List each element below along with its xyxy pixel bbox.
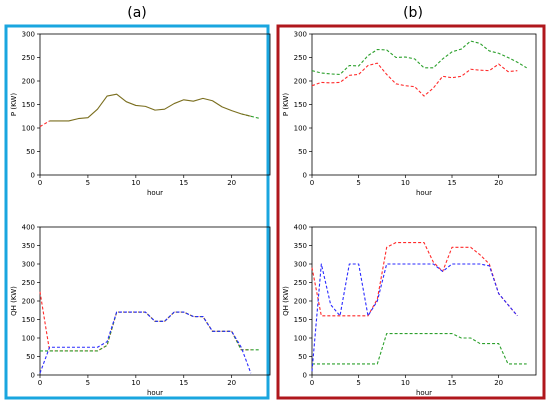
series-line-red [311, 241, 518, 317]
x-tick-label: 20 [227, 179, 236, 187]
y-axis-label: P (KW) [10, 93, 18, 116]
x-tick-label: 20 [494, 379, 503, 387]
series-line-blue [311, 263, 518, 372]
y-tick-label: 100 [294, 335, 307, 343]
panel-label-a: (a) [127, 5, 147, 21]
y-tick-label: 100 [294, 125, 307, 133]
y-tick-label: 100 [22, 335, 35, 343]
y-tick-label: 200 [294, 298, 307, 306]
x-tick-label: 15 [448, 379, 457, 387]
x-tick-label: 15 [179, 379, 188, 387]
x-tick-label: 10 [401, 379, 410, 387]
y-tick-label: 0 [31, 172, 35, 180]
x-tick-label: 5 [86, 379, 90, 387]
plot-area [39, 226, 271, 376]
x-axis-label: hour [147, 389, 163, 397]
x-tick-label: 0 [310, 179, 314, 187]
x-tick-label: 0 [38, 179, 42, 187]
x-axis-label: hour [416, 189, 432, 197]
y-tick-label: 50 [26, 148, 35, 156]
y-tick-label: 50 [298, 353, 307, 361]
y-tick-label: 250 [22, 54, 35, 62]
panel-label-b: (b) [403, 5, 423, 21]
y-axis-label: QH (KW) [10, 286, 18, 316]
y-tick-label: 50 [26, 353, 35, 361]
y-tick-label: 400 [22, 224, 35, 232]
series-line-green [311, 40, 527, 75]
x-tick-label: 5 [356, 179, 360, 187]
y-tick-label: 300 [22, 261, 35, 269]
series-line-red [39, 120, 50, 128]
x-tick-label: 20 [227, 379, 236, 387]
y-axis-label: QH (KW) [282, 286, 290, 316]
x-tick-label: 20 [494, 179, 503, 187]
y-tick-label: 150 [22, 316, 35, 324]
x-tick-label: 15 [179, 179, 188, 187]
x-tick-label: 0 [310, 379, 314, 387]
x-axis-label: hour [147, 189, 163, 197]
y-tick-label: 200 [22, 298, 35, 306]
y-tick-label: 250 [294, 54, 307, 62]
series-line-blue [39, 311, 252, 374]
y-axis-label: P (KW) [282, 93, 290, 116]
series-line-green [312, 333, 527, 365]
x-tick-label: 10 [401, 179, 410, 187]
y-tick-label: 300 [22, 31, 35, 39]
x-tick-label: 0 [38, 379, 42, 387]
y-tick-label: 50 [298, 148, 307, 156]
y-tick-label: 150 [294, 101, 307, 109]
y-tick-label: 0 [303, 372, 307, 380]
series-line-green [40, 311, 261, 352]
x-tick-label: 15 [448, 179, 457, 187]
y-tick-label: 250 [294, 279, 307, 287]
y-tick-label: 0 [303, 172, 307, 180]
y-tick-label: 0 [31, 372, 35, 380]
x-tick-label: 5 [356, 379, 360, 387]
x-tick-label: 10 [131, 379, 140, 387]
y-tick-label: 200 [294, 78, 307, 86]
y-tick-label: 400 [294, 224, 307, 232]
y-tick-label: 200 [22, 78, 35, 86]
y-tick-label: 150 [294, 316, 307, 324]
series-line-green [241, 113, 261, 120]
series-line-olive [49, 93, 251, 122]
series-line-red [39, 291, 251, 352]
y-tick-label: 150 [22, 101, 35, 109]
x-tick-label: 5 [86, 179, 90, 187]
series-line-red [311, 62, 518, 97]
y-tick-label: 350 [294, 242, 307, 250]
panel-a-frame [4, 24, 270, 400]
y-tick-label: 300 [294, 31, 307, 39]
x-tick-label: 10 [131, 179, 140, 187]
plot-area [39, 33, 271, 176]
panel-b-frame [276, 24, 546, 400]
y-tick-label: 300 [294, 261, 307, 269]
y-tick-label: 100 [22, 125, 35, 133]
y-tick-label: 250 [22, 279, 35, 287]
y-tick-label: 350 [22, 242, 35, 250]
x-axis-label: hour [416, 389, 432, 397]
